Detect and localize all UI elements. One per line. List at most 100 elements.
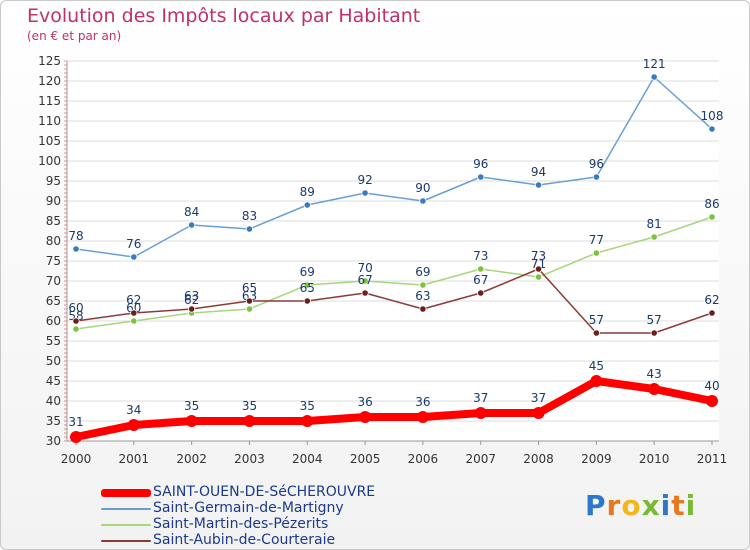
data-label: 84 <box>184 205 199 219</box>
y-tick-label: 100 <box>38 154 61 168</box>
data-label: 40 <box>704 379 719 393</box>
proxiti-logo: Proxiti <box>585 489 696 522</box>
y-tick-label: 35 <box>46 414 61 428</box>
y-tick-label: 90 <box>46 194 61 208</box>
data-point <box>72 245 80 253</box>
data-label: 76 <box>126 237 141 251</box>
data-point <box>592 173 600 181</box>
data-label: 36 <box>415 395 430 409</box>
y-tick-label: 40 <box>46 394 61 408</box>
chart-title: Evolution des Impôts locaux par Habitant <box>27 5 421 27</box>
legend-label: Saint-Germain-de-Martigny <box>153 500 344 516</box>
legend-swatch <box>101 524 151 526</box>
legend-label: SAINT-OUEN-DE-SéCHEROUVRE <box>153 484 376 500</box>
x-tick-label: 2009 <box>581 452 612 466</box>
logo-letter: t <box>671 489 686 522</box>
data-point <box>648 383 661 395</box>
data-point <box>592 329 600 337</box>
data-point <box>650 233 658 241</box>
series-line <box>72 377 716 441</box>
data-point <box>130 253 138 261</box>
x-tick-label: 2008 <box>523 452 554 466</box>
data-point <box>650 73 658 81</box>
data-label: 65 <box>300 281 315 295</box>
y-tick-label: 125 <box>38 54 61 68</box>
legend-label: Saint-Aubin-de-Courteraie <box>153 532 336 548</box>
data-point <box>245 297 254 305</box>
data-label: 63 <box>415 289 430 303</box>
x-tick-label: 2004 <box>292 452 323 466</box>
data-point <box>419 281 427 289</box>
data-label: 65 <box>242 281 257 295</box>
data-point <box>130 309 138 317</box>
data-point <box>590 375 603 387</box>
data-point <box>416 411 429 423</box>
data-label: 73 <box>473 249 488 263</box>
y-tick-label: 85 <box>46 214 61 228</box>
series-line <box>75 268 713 334</box>
data-point <box>359 411 372 423</box>
data-label: 69 <box>300 265 315 279</box>
data-point <box>127 419 140 431</box>
logo-letter: x <box>641 489 661 522</box>
logo-letter: P <box>585 489 607 522</box>
data-label: 96 <box>473 157 488 171</box>
y-tick-label: 30 <box>46 434 61 448</box>
y-tick-label: 110 <box>38 114 61 128</box>
data-label: 70 <box>357 261 372 275</box>
data-label: 67 <box>357 273 372 287</box>
legend-swatch <box>101 489 151 497</box>
data-label: 78 <box>68 229 83 243</box>
y-tick-label: 120 <box>38 74 61 88</box>
data-point <box>361 289 369 297</box>
data-point <box>706 395 718 407</box>
data-label: 63 <box>242 289 257 303</box>
data-point <box>361 277 369 285</box>
data-label: 90 <box>415 181 430 195</box>
data-point <box>361 189 369 197</box>
data-label: 86 <box>704 197 719 211</box>
y-tick-label: 115 <box>38 94 61 108</box>
data-label: 35 <box>184 399 199 413</box>
y-tick-label: 55 <box>46 334 61 348</box>
data-point <box>245 305 254 313</box>
data-point <box>477 289 485 297</box>
data-label: 37 <box>473 391 488 405</box>
legend-swatch <box>101 540 151 542</box>
data-label: 60 <box>126 301 141 315</box>
data-label: 57 <box>647 313 662 327</box>
data-point <box>477 173 485 181</box>
y-tick-label: 65 <box>46 294 61 308</box>
data-label: 96 <box>589 157 604 171</box>
y-tick-label: 45 <box>46 374 61 388</box>
data-label: 73 <box>531 249 546 263</box>
data-point <box>185 415 198 427</box>
data-point <box>534 265 543 273</box>
series-line <box>75 216 713 330</box>
x-tick-label: 2000 <box>61 452 92 466</box>
y-tick-label: 105 <box>38 134 61 148</box>
data-label: 121 <box>643 57 666 71</box>
data-label: 67 <box>473 273 488 287</box>
y-tick-label: 80 <box>46 234 61 248</box>
data-label: 37 <box>531 391 546 405</box>
data-point <box>477 265 485 273</box>
data-label: 71 <box>531 257 546 271</box>
y-tick-label: 60 <box>46 314 61 328</box>
data-point <box>188 221 196 229</box>
data-point <box>592 249 600 257</box>
x-tick-label: 2010 <box>639 452 670 466</box>
data-point <box>70 431 82 443</box>
logo-letter: r <box>606 489 622 522</box>
data-label: 45 <box>589 359 604 373</box>
data-point <box>72 325 80 333</box>
data-label: 60 <box>68 301 83 315</box>
legend-label: Saint-Martin-des-Pézerits <box>153 516 329 532</box>
logo-letter: i <box>660 489 672 522</box>
x-tick-label: 2006 <box>408 452 439 466</box>
data-point <box>243 415 256 427</box>
data-label: 62 <box>126 293 141 307</box>
data-point <box>419 305 427 313</box>
